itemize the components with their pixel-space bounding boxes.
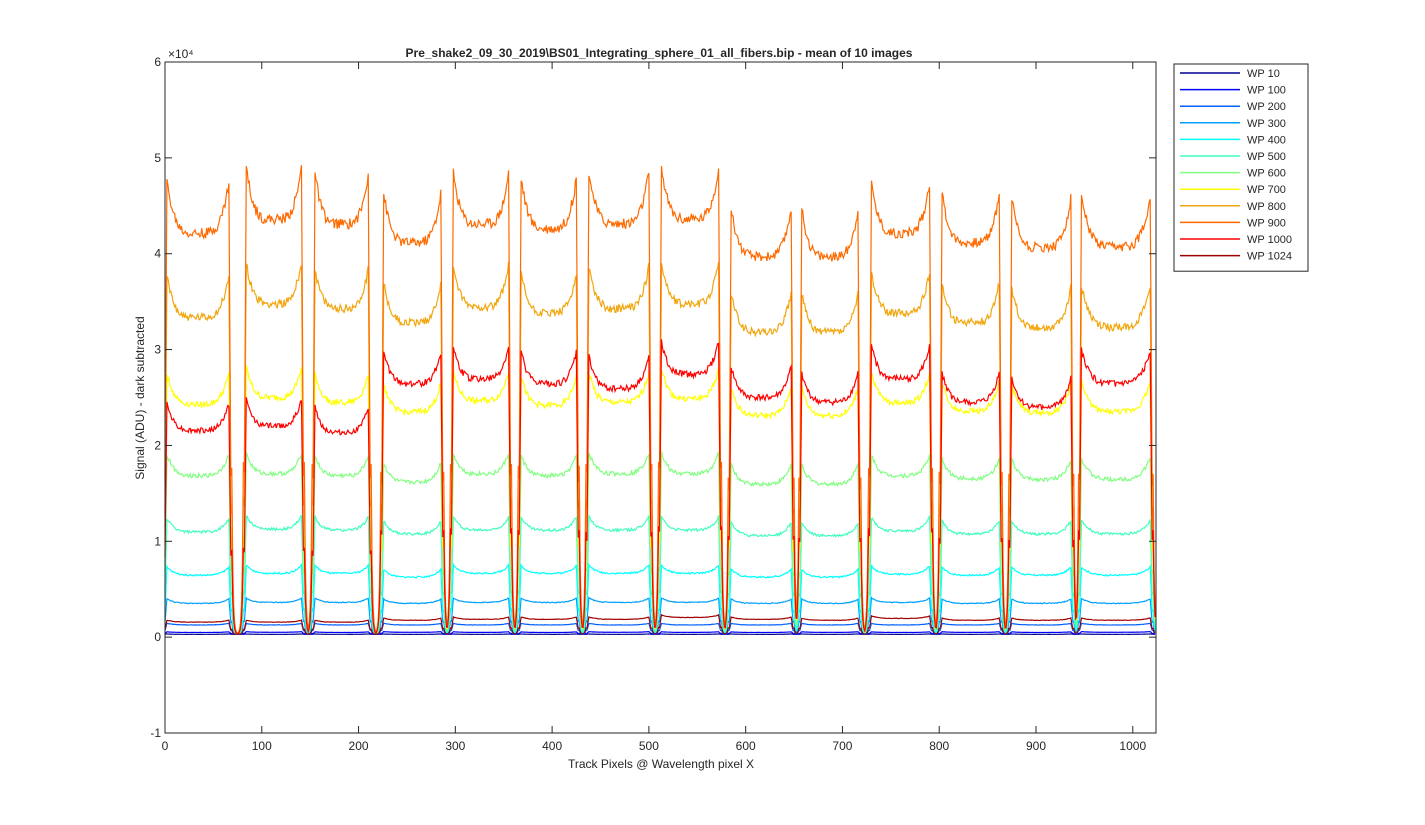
x-tick-label: 900 <box>1026 739 1046 753</box>
x-tick-label: 200 <box>349 739 369 753</box>
legend-entry-label: WP 600 <box>1247 168 1286 180</box>
y-tick-label: 6 <box>154 55 161 69</box>
chart-title: Pre_shake2_09_30_2019\BS01_Integrating_s… <box>406 46 913 60</box>
series-line-wp-500 <box>164 514 1156 635</box>
legend-box <box>1173 63 1309 272</box>
x-tick-label: 700 <box>832 739 852 753</box>
x-tick-label: 500 <box>639 739 659 753</box>
y-tick-label: -1 <box>150 726 161 740</box>
legend-entry-label: WP 10 <box>1247 68 1280 80</box>
axes-box <box>164 61 1157 734</box>
y-tick-label: 3 <box>154 343 161 357</box>
y-tick-label: 4 <box>154 247 161 261</box>
x-tick-label: 800 <box>929 739 949 753</box>
y-exponent-label: ×10⁴ <box>168 47 194 61</box>
legend-entry-label: WP 1000 <box>1247 234 1292 246</box>
legend-entry-label: WP 1024 <box>1247 251 1292 263</box>
series-line-wp-400 <box>164 562 1156 635</box>
legend-entry-label: WP 200 <box>1247 101 1286 113</box>
legend-entry-label: WP 800 <box>1247 201 1286 213</box>
x-tick-label: 0 <box>162 739 169 753</box>
y-tick-label: 1 <box>154 534 161 548</box>
series-line-wp-1000 <box>164 339 1156 635</box>
x-tick-label: 300 <box>445 739 465 753</box>
series-line-wp-1024 <box>164 613 1156 635</box>
x-tick-label: 600 <box>736 739 756 753</box>
legend-entry-label: WP 900 <box>1247 217 1286 229</box>
x-axis-label: Track Pixels @ Wavelength pixel X <box>568 757 754 771</box>
series-line-wp-300 <box>164 596 1156 635</box>
legend-entry-label: WP 300 <box>1247 118 1286 130</box>
y-tick-label: 2 <box>154 438 161 452</box>
series-line-wp-200 <box>164 622 1156 635</box>
legend-entry-label: WP 700 <box>1247 184 1286 196</box>
legend: WP 10 WP 100 WP 200 WP 300 WP 400 WP 500 WP 60… <box>1173 63 1309 272</box>
legend-entry-label: WP 500 <box>1247 151 1286 163</box>
series-group <box>164 165 1156 635</box>
y-tick-label: 0 <box>154 630 161 644</box>
legend-entry-label: WP 400 <box>1247 134 1286 146</box>
y-axis-label: Signal (ADU) - dark subtracted <box>133 316 147 479</box>
series-line-wp-100 <box>164 630 1156 635</box>
y-tick-label: 5 <box>154 151 161 165</box>
x-tick-label: 400 <box>542 739 562 753</box>
plot-area: 0 100 200 300 400 500 600 700 800 900 1000-1012345… <box>150 55 1157 753</box>
x-tick-label: 1000 <box>1119 739 1146 753</box>
legend-entry-label: WP 100 <box>1247 85 1286 97</box>
series-line-wp-900 <box>164 165 1156 635</box>
x-tick-label: 100 <box>252 739 272 753</box>
